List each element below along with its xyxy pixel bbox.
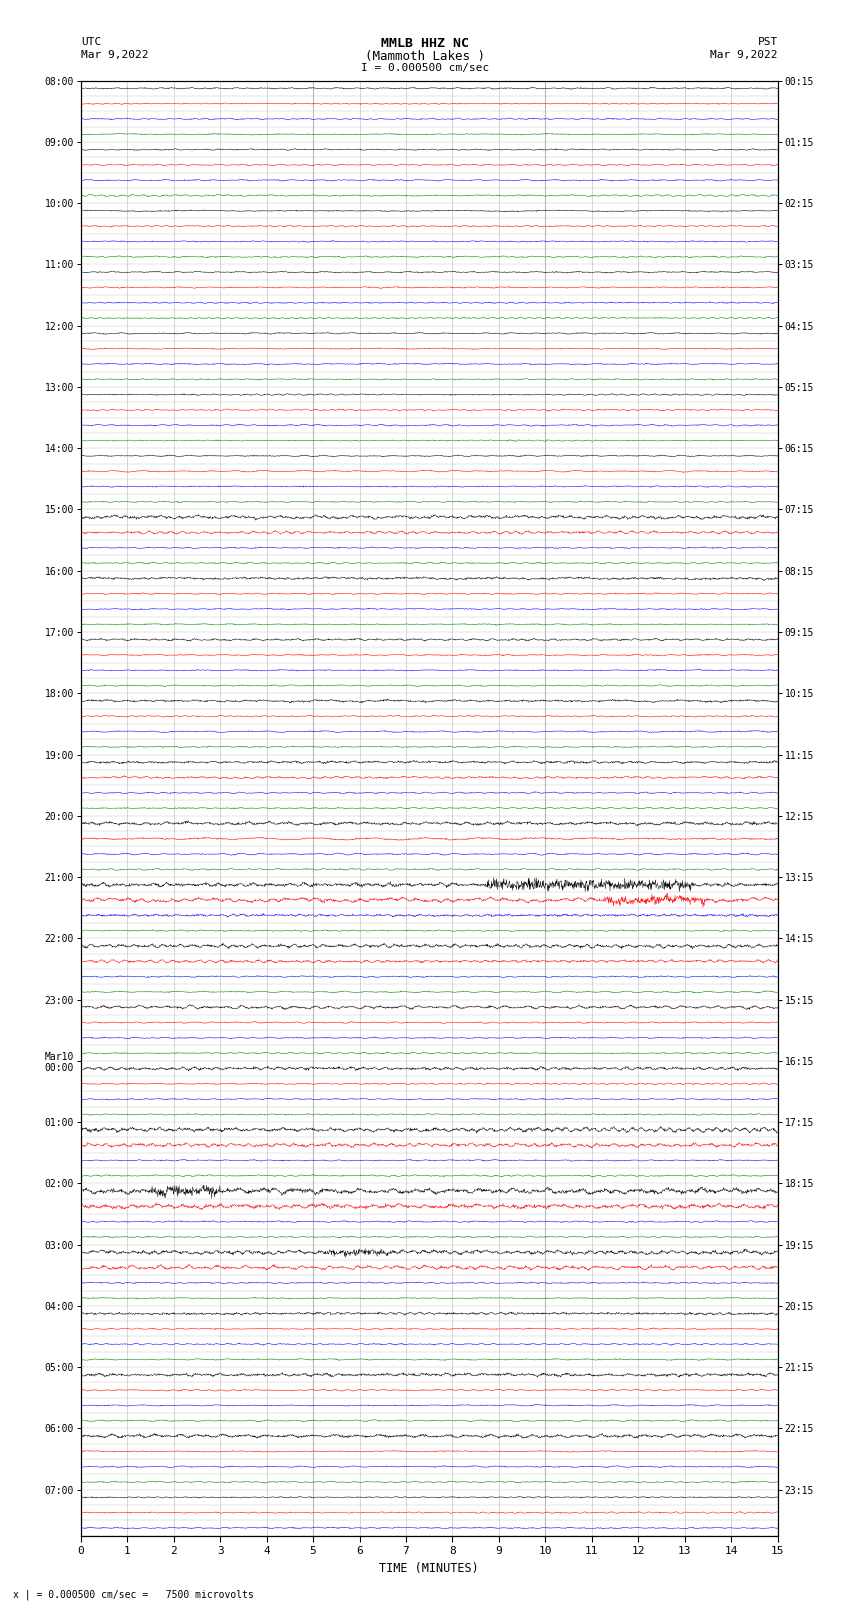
Text: (Mammoth Lakes ): (Mammoth Lakes ) <box>365 50 485 63</box>
Text: MMLB HHZ NC: MMLB HHZ NC <box>381 37 469 50</box>
X-axis label: TIME (MINUTES): TIME (MINUTES) <box>379 1561 479 1574</box>
Text: x | = 0.000500 cm/sec =   7500 microvolts: x | = 0.000500 cm/sec = 7500 microvolts <box>13 1589 253 1600</box>
Text: Mar 9,2022: Mar 9,2022 <box>81 50 148 60</box>
Text: PST: PST <box>757 37 778 47</box>
Text: Mar 9,2022: Mar 9,2022 <box>711 50 778 60</box>
Text: UTC: UTC <box>81 37 101 47</box>
Text: I = 0.000500 cm/sec: I = 0.000500 cm/sec <box>361 63 489 73</box>
